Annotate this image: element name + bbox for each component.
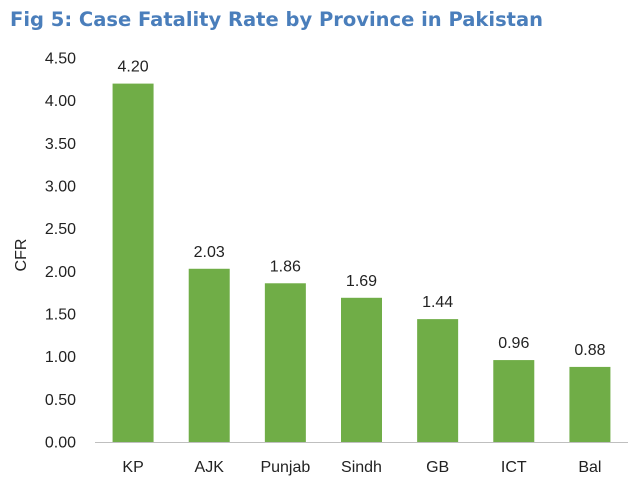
y-tick-label: 0.50 — [45, 392, 76, 409]
chart-title: Fig 5: Case Fatality Rate by Province in… — [10, 8, 544, 31]
x-category-label: GB — [426, 459, 449, 476]
data-label: 2.03 — [194, 244, 225, 261]
y-tick-label: 0.00 — [45, 435, 76, 452]
x-category-label: AJK — [195, 459, 225, 476]
data-label: 0.96 — [498, 335, 529, 352]
bar-kp — [112, 83, 154, 442]
bar-ajk — [188, 268, 230, 442]
data-label: 1.69 — [346, 273, 377, 290]
bar-sindh — [341, 297, 382, 442]
y-tick-label: 1.00 — [45, 349, 76, 366]
bar-punjab — [264, 283, 306, 442]
y-axis-label: CFR — [13, 239, 30, 272]
bar-gb — [417, 319, 459, 442]
x-category-label: Bal — [578, 459, 601, 476]
x-category-label: Punjab — [260, 459, 310, 476]
y-tick-label: 4.50 — [45, 51, 76, 68]
y-tick-label: 4.00 — [45, 93, 76, 110]
y-tick-label: 2.00 — [45, 264, 76, 281]
data-label: 1.86 — [270, 258, 301, 275]
data-label: 0.88 — [574, 342, 605, 359]
y-tick-label: 3.50 — [45, 136, 76, 153]
x-category-label: KP — [122, 459, 143, 476]
x-category-label: ICT — [501, 459, 527, 476]
y-tick-label: 2.50 — [45, 221, 76, 238]
y-tick-label: 3.00 — [45, 179, 76, 196]
y-tick-label: 1.50 — [45, 307, 76, 324]
bar-ict — [493, 360, 535, 442]
data-label: 1.44 — [422, 294, 453, 311]
data-label: 4.20 — [118, 59, 149, 76]
x-category-label: Sindh — [341, 459, 382, 476]
bar-bal — [569, 366, 611, 442]
